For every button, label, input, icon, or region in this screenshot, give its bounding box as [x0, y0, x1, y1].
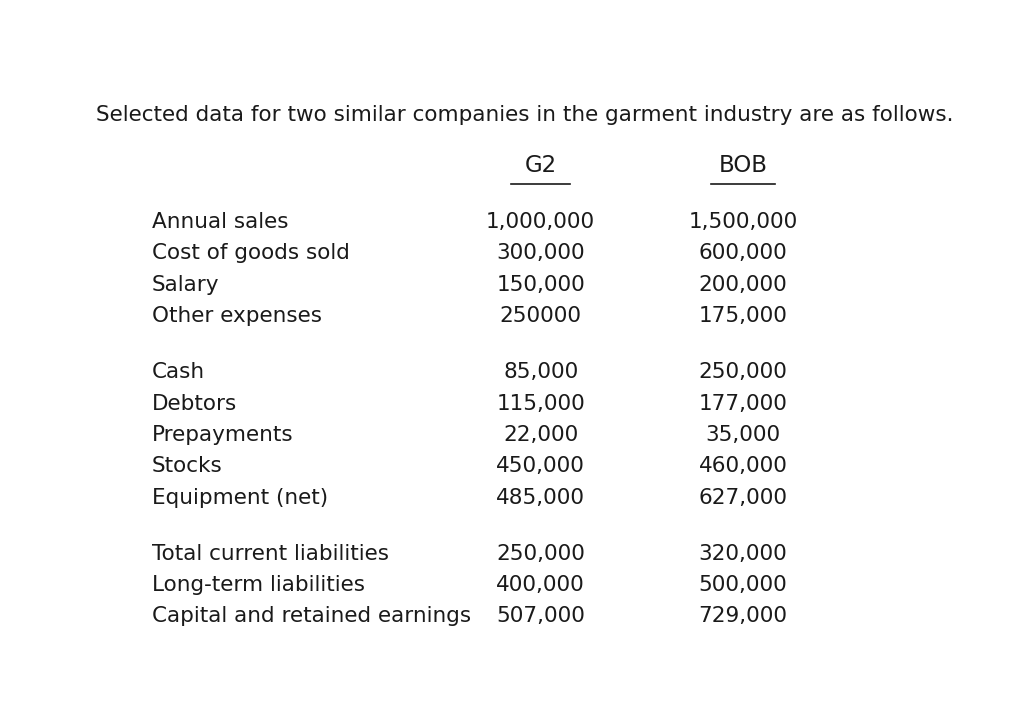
Text: BOB: BOB	[719, 154, 768, 177]
Text: Selected data for two similar companies in the garment industry are as follows.: Selected data for two similar companies …	[96, 105, 953, 125]
Text: Debtors: Debtors	[152, 393, 238, 413]
Text: 22,000: 22,000	[503, 425, 579, 445]
Text: 250,000: 250,000	[497, 543, 585, 563]
Text: 250000: 250000	[500, 306, 582, 326]
Text: Cash: Cash	[152, 362, 205, 382]
Text: 600,000: 600,000	[698, 243, 787, 263]
Text: 460,000: 460,000	[698, 456, 787, 476]
Text: Long-term liabilities: Long-term liabilities	[152, 575, 365, 595]
Text: Prepayments: Prepayments	[152, 425, 294, 445]
Text: 1,500,000: 1,500,000	[688, 212, 798, 232]
Text: 485,000: 485,000	[497, 488, 585, 508]
Text: 115,000: 115,000	[497, 393, 585, 413]
Text: Annual sales: Annual sales	[152, 212, 289, 232]
Text: 507,000: 507,000	[497, 606, 585, 626]
Text: 85,000: 85,000	[503, 362, 579, 382]
Text: Cost of goods sold: Cost of goods sold	[152, 243, 349, 263]
Text: Stocks: Stocks	[152, 456, 222, 476]
Text: 1,000,000: 1,000,000	[486, 212, 595, 232]
Text: 200,000: 200,000	[698, 275, 787, 295]
Text: 150,000: 150,000	[497, 275, 585, 295]
Text: 250,000: 250,000	[698, 362, 787, 382]
Text: 450,000: 450,000	[497, 456, 585, 476]
Text: G2: G2	[524, 154, 557, 177]
Text: 35,000: 35,000	[706, 425, 780, 445]
Text: Capital and retained earnings: Capital and retained earnings	[152, 606, 471, 626]
Text: Salary: Salary	[152, 275, 219, 295]
Text: Other expenses: Other expenses	[152, 306, 322, 326]
Text: 729,000: 729,000	[698, 606, 787, 626]
Text: 175,000: 175,000	[698, 306, 787, 326]
Text: 627,000: 627,000	[698, 488, 787, 508]
Text: 400,000: 400,000	[497, 575, 585, 595]
Text: Total current liabilities: Total current liabilities	[152, 543, 389, 563]
Text: 320,000: 320,000	[698, 543, 787, 563]
Text: Equipment (net): Equipment (net)	[152, 488, 328, 508]
Text: 177,000: 177,000	[698, 393, 787, 413]
Text: 500,000: 500,000	[698, 575, 787, 595]
Text: 300,000: 300,000	[497, 243, 585, 263]
